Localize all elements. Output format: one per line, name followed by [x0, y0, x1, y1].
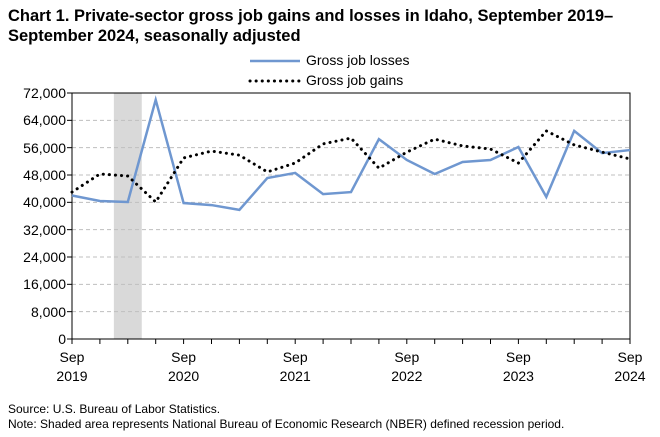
y-tick-label: 8,000 [30, 303, 66, 320]
chart-title: Chart 1. Private-sector gross job gains … [8, 7, 614, 45]
x-tick-label: Sep 2024 [614, 349, 646, 384]
source: Source: U.S. Bureau of Labor Statistics. [8, 402, 221, 416]
y-tick-label: 72,000 [23, 85, 66, 101]
x-tick-label: Sep 2021 [279, 349, 311, 384]
y-tick-label: 32,000 [23, 221, 66, 238]
x-tick-label: Sep 2019 [56, 349, 88, 384]
y-tick-label: 40,000 [23, 194, 66, 211]
y-tick-label: 16,000 [23, 276, 66, 293]
series-line [70, 129, 632, 205]
legend-label: Gross job losses [306, 52, 410, 68]
note: Note: Shaded area represents National Bu… [8, 417, 565, 431]
legend-label: Gross job gains [306, 72, 404, 88]
x-tick-label: Sep 2020 [168, 349, 200, 384]
series-line [71, 95, 631, 212]
y-tick-label: 0 [58, 331, 66, 347]
y-tick-label: 56,000 [23, 139, 66, 156]
y-tick-label: 24,000 [23, 249, 66, 265]
recession-shade [113, 93, 142, 339]
x-tick-label: Sep 2022 [391, 349, 423, 384]
y-tick-label: 48,000 [23, 167, 66, 183]
x-tick-label: Sep 2023 [502, 349, 534, 384]
y-tick-label: 64,000 [23, 112, 66, 129]
